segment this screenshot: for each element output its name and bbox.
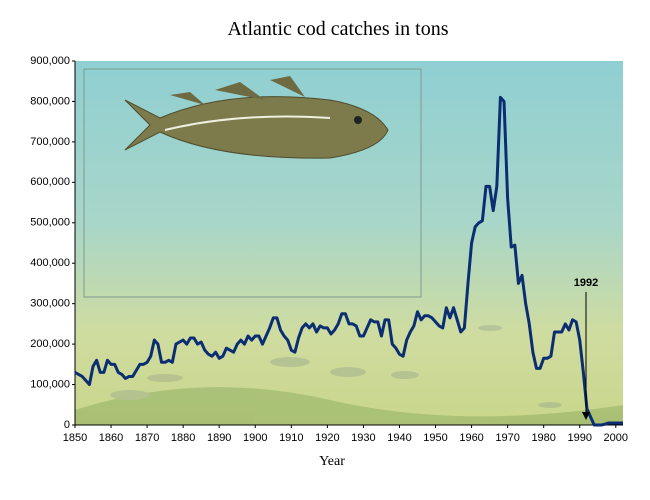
- y-tick-label: 0: [64, 419, 70, 431]
- picture-frame: [83, 68, 422, 298]
- x-tick-label: 1860: [99, 432, 123, 444]
- annotation-arrowhead: [582, 412, 590, 420]
- x-tick-label: 1930: [351, 432, 375, 444]
- x-tick-label: 1950: [423, 432, 447, 444]
- y-tick-label: 700,000: [30, 136, 70, 148]
- seaweed-decoration: [75, 325, 623, 425]
- data-line: [74, 95, 623, 427]
- y-tick-label: 800,000: [30, 95, 70, 107]
- x-tick-label: 1960: [459, 432, 483, 444]
- x-tick-label: 1870: [135, 432, 159, 444]
- y-tick-label: 600,000: [30, 176, 70, 188]
- x-tick-label: 1890: [207, 432, 231, 444]
- y-tick-label: 200,000: [30, 338, 70, 350]
- y-tick-label: 300,000: [30, 298, 70, 310]
- x-tick-label: 1880: [171, 432, 195, 444]
- y-tick-label: 100,000: [30, 378, 70, 390]
- x-tick-label: 2000: [604, 432, 628, 444]
- annotation: 1992: [574, 277, 598, 289]
- cod-illustration: [124, 76, 389, 159]
- x-tick-label: 1940: [387, 432, 411, 444]
- y-tick-label: 400,000: [30, 257, 70, 269]
- x-tick-label: 1980: [531, 432, 555, 444]
- x-tick-label: 1850: [63, 432, 87, 444]
- y-tick-label: 900,000: [30, 55, 70, 67]
- x-tick-label: 1900: [243, 432, 267, 444]
- x-axis-label: Year: [319, 454, 345, 469]
- y-tick-label: 500,000: [30, 217, 70, 229]
- x-tick-label: 1920: [315, 432, 339, 444]
- x-tick-label: 1970: [495, 432, 519, 444]
- chart-title: Atlantic cod catches in tons: [227, 18, 448, 40]
- x-tick-label: 1910: [279, 432, 303, 444]
- x-tick-label: 1990: [567, 432, 591, 444]
